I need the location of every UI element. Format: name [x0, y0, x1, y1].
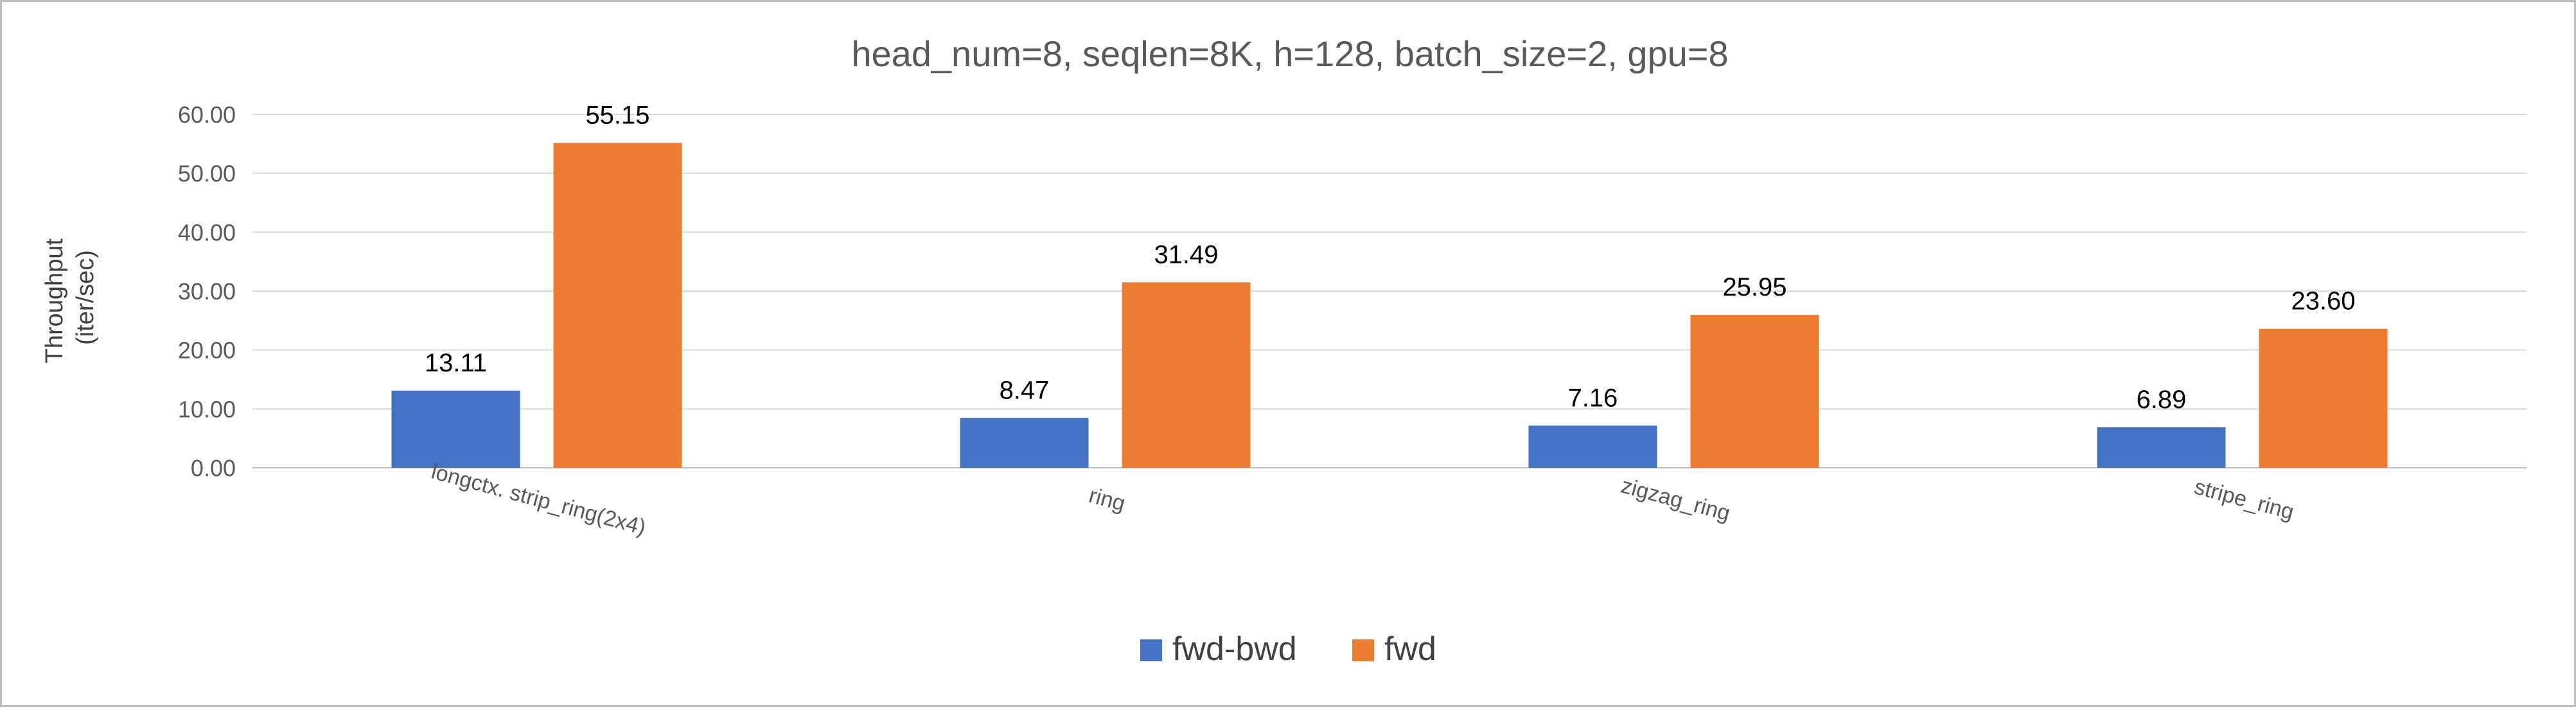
bar-fwd-1 — [1122, 282, 1251, 468]
y-tick-label: 40.00 — [178, 219, 236, 245]
legend-label-fwd-bwd: fwd-bwd — [1172, 630, 1297, 668]
bar-fwd-bwd-1 — [960, 418, 1089, 468]
y-tick-labels: 0.00 10.00 20.00 30.00 40.00 50.00 60.00 — [178, 102, 236, 481]
x-tick-labels: longctx. strip_ring(2x4) ring zigzag_ring s… — [428, 459, 2297, 540]
legend-swatch-fwd-bwd — [1140, 639, 1162, 661]
bar-fwd-bwd-3 — [2097, 427, 2226, 468]
legend-label-fwd: fwd — [1384, 630, 1436, 668]
y-axis-label-line-1: Throughput — [41, 238, 68, 364]
data-labels: 13.11 55.15 8.47 31.49 7.16 25.95 6.89 23.60 — [425, 101, 2356, 413]
y-tick-label: 20.00 — [178, 337, 236, 364]
legend: fwd-bwd fwd — [1140, 630, 1436, 668]
bar-fwd-3 — [2259, 328, 2388, 468]
y-axis-label-line-2: (iter/sec) — [72, 250, 99, 345]
legend-swatch-fwd — [1352, 639, 1374, 661]
x-tick-label: ring — [1086, 483, 1128, 516]
y-tick-label: 0.00 — [191, 455, 236, 481]
bar-fwd-0 — [553, 143, 682, 468]
data-label-fwd-bwd-1: 8.47 — [1000, 376, 1050, 404]
y-tick-label: 50.00 — [178, 161, 236, 187]
bar-fwd-bwd-2 — [1528, 425, 1657, 468]
y-tick-label: 60.00 — [178, 102, 236, 128]
x-tick-label: stripe_ring — [2192, 474, 2297, 524]
x-tick-label: longctx. strip_ring(2x4) — [428, 459, 648, 540]
data-label-fwd-bwd-0: 13.11 — [425, 349, 487, 377]
data-label-fwd-2: 25.95 — [1722, 273, 1786, 301]
bar-fwd-2 — [1690, 315, 1819, 468]
y-tick-label: 30.00 — [178, 278, 236, 305]
bars — [391, 143, 2388, 468]
data-label-fwd-0: 55.15 — [585, 101, 649, 129]
chart-title: head_num=8, seqlen=8K, h=128, batch_size… — [851, 33, 1728, 74]
data-label-fwd-1: 31.49 — [1154, 240, 1218, 269]
data-label-fwd-3: 23.60 — [2291, 287, 2355, 316]
bar-fwd-bwd-0 — [391, 390, 520, 468]
y-axis-label: Throughput (iter/sec) — [41, 232, 99, 364]
data-label-fwd-bwd-3: 6.89 — [2137, 386, 2187, 414]
y-tick-label: 10.00 — [178, 396, 236, 422]
data-label-fwd-bwd-2: 7.16 — [1568, 384, 1618, 412]
x-tick-label: zigzag_ring — [1618, 474, 1733, 526]
